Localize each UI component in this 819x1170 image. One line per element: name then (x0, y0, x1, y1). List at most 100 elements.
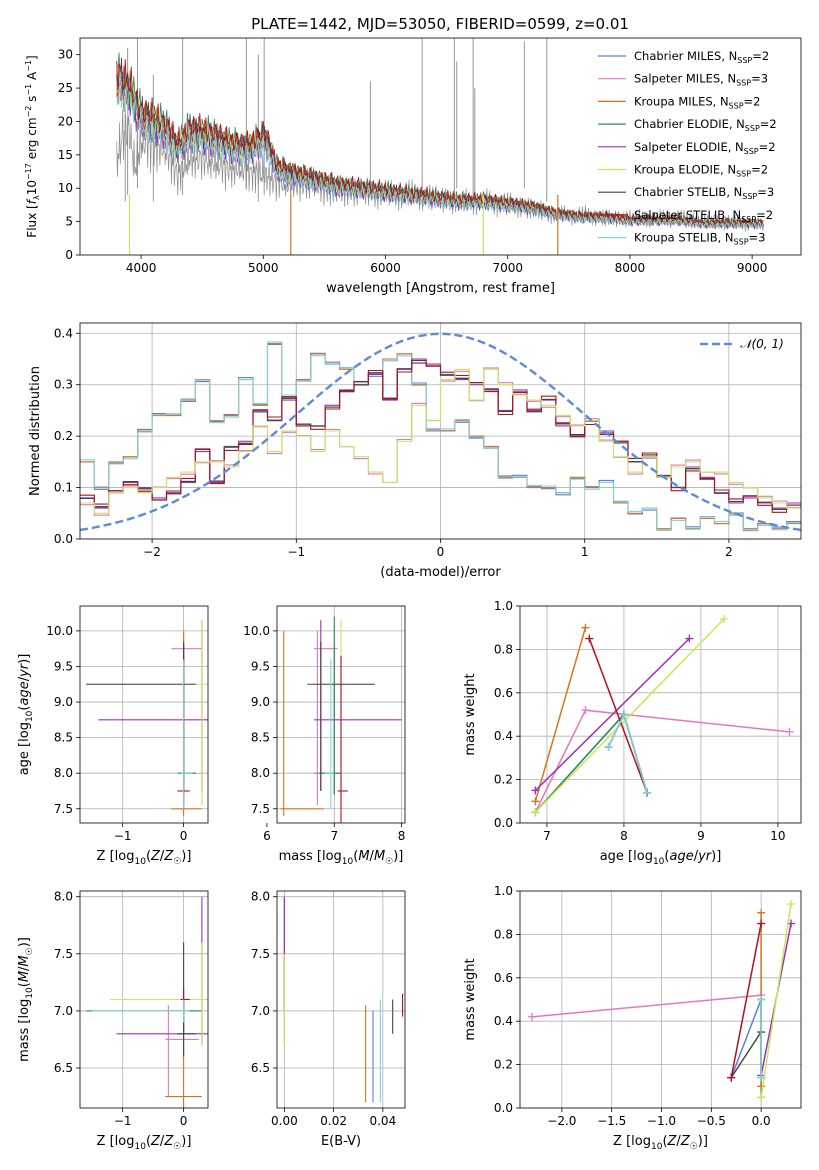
axes-frame (79, 890, 209, 1109)
plus-marker (757, 995, 766, 1004)
x-tick-label: 0 (180, 829, 188, 843)
plot-area (80, 606, 208, 823)
x-tick-label: 7000 (492, 261, 523, 275)
legend: Chabrier MILES, NSSP=2 Salpeter MILES, NS… (598, 49, 777, 247)
x-tick-label: 0 (180, 1114, 188, 1128)
x-tick-label: 1 (581, 545, 589, 559)
axes-frame (276, 605, 406, 824)
y-tick-label: 0.3 (54, 378, 73, 392)
errorbar-point (337, 655, 348, 823)
errorbar-point (92, 999, 190, 1023)
axes-frame (519, 605, 802, 824)
plus-marker (787, 900, 796, 909)
weight-line (534, 709, 790, 813)
y-tick-label: 0.4 (54, 326, 73, 340)
y-tick-label: 0.6 (494, 971, 513, 985)
errorbar-point (165, 1005, 199, 1097)
y-tick-label: 10.0 (243, 624, 270, 638)
x-axis-label: age [log10(age/yr)] (600, 849, 722, 867)
errorbar-point (86, 999, 202, 1034)
y-tick-label: 20 (58, 114, 73, 128)
y-tick-label: 8.0 (54, 766, 73, 780)
x-tick-label: 6000 (370, 261, 401, 275)
weight-line (534, 713, 648, 813)
weight-line-8 (604, 710, 652, 797)
axes-frame (79, 605, 209, 824)
plus-marker (585, 634, 594, 643)
plus-marker (757, 1073, 766, 1082)
axes-frame (79, 37, 802, 256)
panel-spectrum: 4000 5000 6000 7000 8000 9000 0 5 10 15 20 25 30 wave… (24, 37, 802, 296)
y-tick-label: 8.0 (251, 766, 270, 780)
x-tick-label: 2 (725, 545, 733, 559)
weight-line-1 (527, 991, 766, 1021)
x-axis-label: Z [log10(Z/Z☉)] (97, 1134, 192, 1152)
y-tick-label: 9.0 (54, 695, 73, 709)
weight-line-4 (531, 634, 694, 795)
errorbar-point (324, 659, 335, 809)
plus-marker (619, 710, 628, 719)
legend-label: Chabrier MILES, NSSP=2 (634, 49, 769, 65)
x-axis-label: E(B-V) (321, 1134, 361, 1149)
y-tick-label: 1.0 (494, 884, 513, 898)
y-tick-label: 7.5 (251, 802, 270, 816)
errorbar-point (171, 630, 202, 806)
errorbar-point (314, 620, 375, 806)
legend-label: Kroupa STELIB, NSSP=3 (634, 231, 765, 247)
legend-label: 𝒩(0, 1) (740, 337, 784, 351)
y-tick-label: 0.2 (54, 429, 73, 443)
x-tick-label: 7 (330, 829, 338, 843)
weight-line (760, 903, 792, 1098)
legend-label: Chabrier STELIB, NSSP=3 (634, 185, 774, 201)
y-tick-label: 6.5 (251, 1061, 270, 1075)
weight-line-5 (757, 900, 796, 1102)
weight-line (730, 1031, 762, 1079)
weight-line (588, 638, 648, 793)
plus-marker (604, 743, 613, 752)
y-tick-label: 0.0 (494, 816, 513, 830)
panel-mass_weight_vs_Z: −2.0 −1.5 −1.0 −0.5 0.0 0.0 0.2 0.4 0.6 0.8 1.0 mas… (463, 884, 802, 1152)
errorbar-point (116, 896, 208, 1046)
histogram-7 (80, 362, 801, 513)
x-tick-label: −1.5 (597, 1114, 626, 1128)
errorbar-point (314, 620, 402, 791)
x-tick-label: 7 (543, 829, 551, 843)
y-tick-label: 30 (58, 48, 73, 62)
y-tick-label: 8.0 (54, 890, 73, 904)
axes-frame (519, 890, 802, 1109)
plus-marker (581, 706, 590, 715)
y-tick-label: 0.8 (494, 642, 513, 656)
x-tick-label: 8 (620, 829, 628, 843)
plus-marker (757, 919, 766, 928)
weight-line-0 (727, 995, 766, 1102)
plot-area (80, 323, 801, 539)
x-axis-label: wavelength [Angstrom, rest frame] (326, 281, 555, 296)
plus-marker (720, 615, 729, 624)
y-tick-label: 15 (58, 148, 73, 162)
legend-label: Kroupa ELODIE, NSSP=2 (634, 163, 768, 179)
x-tick-label: −1 (114, 829, 132, 843)
legend-label: Chabrier ELODIE, NSSP=2 (634, 117, 777, 133)
axes-frame (79, 322, 802, 540)
y-tick-label: 10.0 (46, 624, 73, 638)
y-tick-label: 9.5 (54, 659, 73, 673)
legend-label: Salpeter MILES, NSSP=3 (634, 72, 768, 88)
errorbar-point (110, 942, 208, 1046)
y-tick-label: 0.2 (494, 773, 513, 787)
x-tick-label: −1 (114, 1114, 132, 1128)
x-axis-label: Z [log10(Z/Z☉)] (613, 1134, 708, 1152)
plus-marker (531, 786, 540, 795)
plot-area (520, 606, 801, 823)
weight-line-8 (757, 995, 766, 1082)
y-tick-label: 5 (65, 215, 73, 229)
plus-marker (757, 1093, 766, 1102)
plus-marker (757, 908, 766, 917)
weight-line-3 (531, 710, 652, 817)
y-tick-label: 25 (58, 81, 73, 95)
plus-marker (757, 1082, 766, 1091)
x-tick-label: −1.0 (647, 1114, 676, 1128)
weight-line-7 (727, 919, 766, 1082)
y-tick-label: 0.2 (494, 1058, 513, 1072)
y-axis-label: mass weight (463, 673, 478, 755)
